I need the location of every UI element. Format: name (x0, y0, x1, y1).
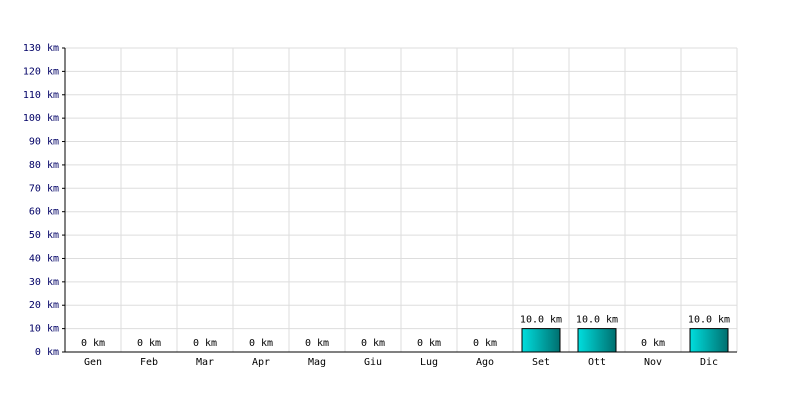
bar (577, 328, 617, 353)
data-label: 0 km (473, 338, 497, 349)
x-tick-label: Mag (308, 357, 326, 368)
y-tick-label: 90 km (29, 137, 59, 148)
y-tick-label: 30 km (29, 277, 59, 288)
data-label: 0 km (137, 338, 161, 349)
x-tick-label: Lug (420, 357, 438, 368)
bar (521, 328, 561, 353)
x-tick-label: Nov (644, 357, 662, 368)
x-tick-label: Gen (84, 357, 102, 368)
data-label: 0 km (417, 338, 441, 349)
y-tick-label: 60 km (29, 207, 59, 218)
x-tick-label: Mar (196, 357, 214, 368)
bar (689, 328, 729, 353)
x-tick-label: Apr (252, 357, 270, 368)
y-tick-label: 0 km (35, 347, 59, 358)
data-label: 0 km (361, 338, 385, 349)
y-tick-label: 110 km (23, 90, 59, 101)
data-label: 10.0 km (520, 315, 562, 326)
x-tick-label: Dic (700, 357, 718, 368)
data-label: 0 km (193, 338, 217, 349)
x-tick-label: Set (532, 357, 550, 368)
data-label: 10.0 km (688, 315, 730, 326)
x-tick-label: Giu (364, 357, 382, 368)
y-tick-label: 70 km (29, 183, 59, 194)
y-tick-label: 100 km (23, 113, 59, 124)
data-label: 10.0 km (576, 315, 618, 326)
data-label: 0 km (641, 338, 665, 349)
x-tick-label: Ott (588, 357, 606, 368)
y-tick-label: 80 km (29, 160, 59, 171)
y-tick-label: 40 km (29, 253, 59, 264)
data-label: 0 km (81, 338, 105, 349)
data-label: 0 km (305, 338, 329, 349)
y-tick-label: 130 km (23, 43, 59, 54)
y-tick-label: 120 km (23, 66, 59, 77)
y-tick-label: 10 km (29, 324, 59, 335)
x-tick-label: Ago (476, 357, 494, 368)
x-tick-label: Feb (140, 357, 158, 368)
y-tick-label: 50 km (29, 230, 59, 241)
y-tick-label: 20 km (29, 300, 59, 311)
data-label: 0 km (249, 338, 273, 349)
